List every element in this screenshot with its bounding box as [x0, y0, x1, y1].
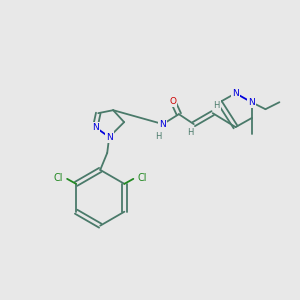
- Text: O: O: [169, 97, 176, 106]
- Text: N: N: [248, 98, 255, 107]
- Text: H: H: [214, 101, 220, 110]
- Text: N: N: [232, 89, 239, 98]
- Text: Cl: Cl: [137, 173, 147, 183]
- Text: H: H: [187, 128, 193, 136]
- Text: Cl: Cl: [53, 173, 63, 183]
- Text: N: N: [160, 120, 166, 129]
- Text: H: H: [155, 132, 161, 141]
- Text: N: N: [92, 123, 99, 132]
- Text: N: N: [106, 133, 112, 142]
